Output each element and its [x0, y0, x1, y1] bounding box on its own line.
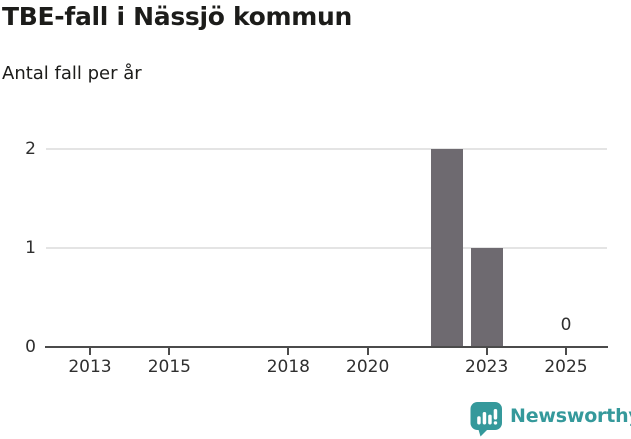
bar-2022	[431, 149, 463, 347]
x-tick-label: 2018	[266, 357, 310, 377]
y-tick-label: 2	[25, 139, 36, 159]
chart-subtitle: Antal fall per år	[2, 63, 142, 84]
x-axis-line	[45, 346, 608, 348]
bar-2023	[470, 248, 503, 347]
x-tick-mark	[287, 348, 290, 355]
newsworthy-icon	[470, 402, 502, 437]
x-tick-mark	[89, 348, 91, 355]
x-tick-label: 2015	[147, 357, 191, 377]
x-tick-mark	[565, 348, 567, 355]
gridline-y-1	[46, 247, 607, 249]
x-tick-mark	[366, 348, 369, 355]
x-tick-label: 2020	[346, 357, 390, 377]
y-tick-label: 1	[25, 238, 36, 258]
page-title: TBE-fall i Nässjö kommun	[2, 2, 353, 31]
x-tick-label: 2025	[544, 357, 588, 377]
x-tick-label: 2023	[465, 357, 509, 377]
newsworthy-logo: Newsworthy	[470, 401, 631, 437]
newsworthy-wordmark: Newsworthy	[510, 405, 631, 427]
bar-value-label: 0	[560, 315, 572, 335]
x-tick-label: 2013	[68, 357, 112, 377]
gridline-y-2	[46, 148, 607, 150]
y-tick-label: 0	[25, 337, 36, 357]
x-tick-mark	[485, 348, 488, 355]
x-tick-mark	[168, 348, 171, 355]
